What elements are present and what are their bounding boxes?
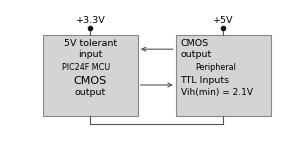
Text: CMOS: CMOS <box>74 76 107 86</box>
Text: output: output <box>75 88 106 97</box>
Text: Peripheral: Peripheral <box>196 63 237 72</box>
Bar <box>176 35 271 116</box>
Text: PIC24F MCU: PIC24F MCU <box>62 63 110 72</box>
Text: +3.3V: +3.3V <box>76 16 105 25</box>
Text: +5V: +5V <box>213 16 233 25</box>
Text: output: output <box>181 50 212 59</box>
Text: CMOS: CMOS <box>181 39 209 48</box>
Text: TTL Inputs: TTL Inputs <box>181 76 230 85</box>
Text: 5V tolerant: 5V tolerant <box>64 39 117 48</box>
Bar <box>43 35 138 116</box>
Text: input: input <box>78 50 103 59</box>
Text: Vih(min) = 2.1V: Vih(min) = 2.1V <box>181 88 252 97</box>
